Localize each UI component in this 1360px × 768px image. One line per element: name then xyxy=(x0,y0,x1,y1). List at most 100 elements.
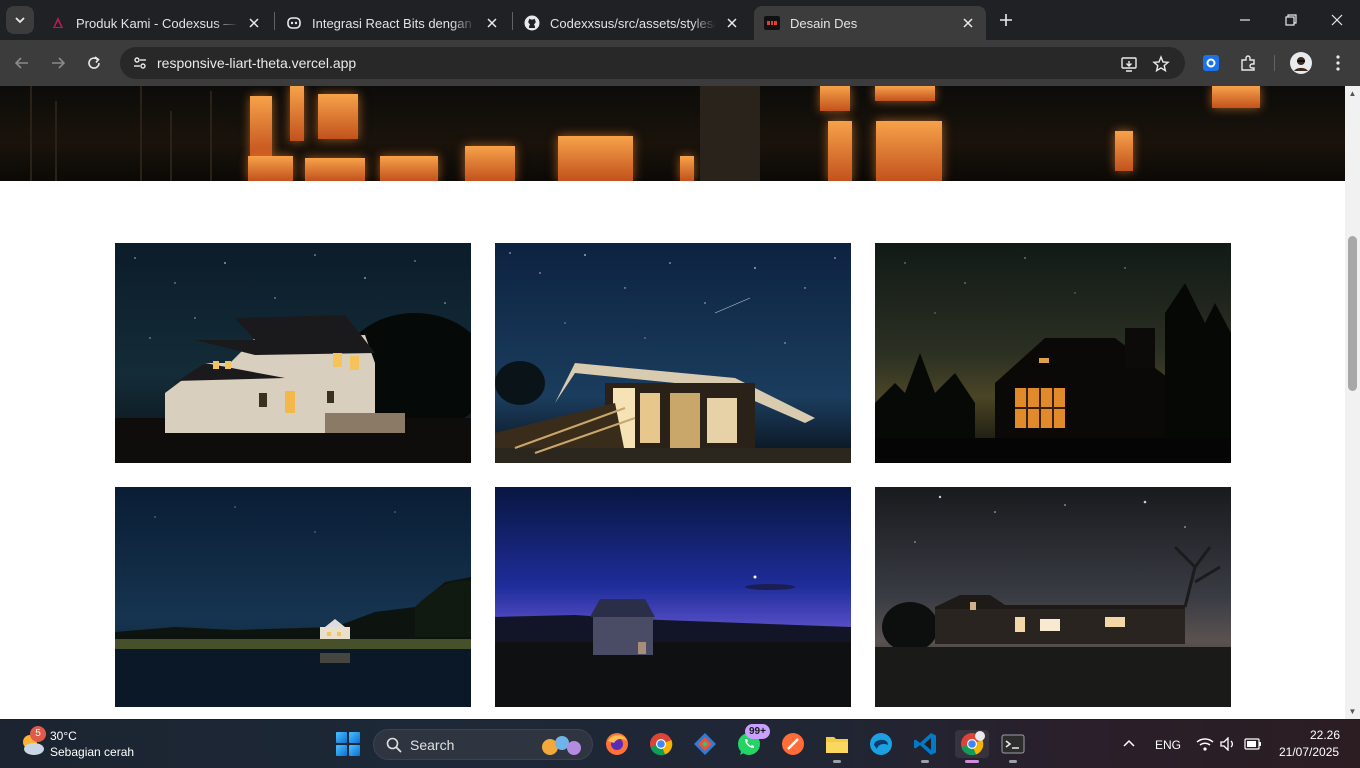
taskbar-terminal[interactable] xyxy=(999,730,1027,763)
windows-taskbar: 5 30°C Sebagian cerah Search 99+ xyxy=(0,720,1360,768)
plus-icon xyxy=(1000,14,1012,26)
windows-logo-icon xyxy=(336,732,347,743)
close-icon[interactable] xyxy=(724,15,740,31)
tab-title: Codexxsus/src/assets/styles/tailwind xyxy=(550,15,716,31)
diamond-app-icon xyxy=(694,733,716,755)
extension-blue-button[interactable] xyxy=(1200,52,1222,74)
gallery-image-barn[interactable] xyxy=(495,487,851,707)
weather-temperature: 30°C xyxy=(50,729,77,743)
chevron-up-icon xyxy=(1123,739,1135,747)
profile-avatar[interactable] xyxy=(1290,52,1312,74)
show-hidden-icons[interactable] xyxy=(1117,730,1141,758)
chrome-menu-button[interactable] xyxy=(1327,52,1349,74)
start-button[interactable] xyxy=(336,732,360,756)
taskbar-edge[interactable] xyxy=(867,730,895,758)
copilot-icon xyxy=(286,15,302,31)
firefox-icon xyxy=(606,733,628,755)
kebab-menu-icon xyxy=(1336,55,1340,71)
tab-title: Produk Kami - Codexsus — Codexsus xyxy=(76,15,238,31)
taskbar-chrome-active[interactable] xyxy=(955,730,989,763)
wifi-status[interactable] xyxy=(1194,730,1216,758)
speaker-icon xyxy=(1220,737,1233,751)
battery-status[interactable] xyxy=(1242,730,1264,758)
taskbar-file-explorer[interactable] xyxy=(823,730,851,763)
taskbar-postman[interactable] xyxy=(779,730,807,758)
forward-button[interactable] xyxy=(44,49,72,77)
codexsus-logo-icon xyxy=(50,15,66,31)
gallery-photo xyxy=(875,243,1231,463)
puzzle-icon xyxy=(1241,55,1255,71)
active-indicator xyxy=(965,760,979,763)
volume-status[interactable] xyxy=(1217,730,1239,758)
gallery-photo xyxy=(495,243,851,463)
scroll-thumb[interactable] xyxy=(1348,236,1357,391)
address-bar[interactable]: responsive-liart-theta.vercel.app xyxy=(120,47,1185,79)
extensions-button[interactable] xyxy=(1237,52,1259,74)
page-viewport xyxy=(0,86,1345,719)
back-button[interactable] xyxy=(8,49,36,77)
toolbar-divider xyxy=(1274,55,1275,71)
restore-button[interactable] xyxy=(1268,0,1314,40)
reload-button[interactable] xyxy=(80,49,108,77)
close-icon[interactable] xyxy=(484,15,500,31)
folder-icon xyxy=(826,737,848,753)
gallery-image-lake-house[interactable] xyxy=(115,487,471,707)
gallery-photo xyxy=(115,487,471,707)
arrow-left-icon xyxy=(14,57,28,69)
weather-description: Sebagian cerah xyxy=(50,745,135,759)
site-settings-icon[interactable] xyxy=(132,55,148,71)
tab-desain-des[interactable]: Desain Des xyxy=(754,6,986,40)
scroll-down-icon[interactable]: ▼ xyxy=(1348,707,1357,716)
scroll-up-icon[interactable]: ▲ xyxy=(1348,89,1357,98)
taskbar-search[interactable]: Search xyxy=(373,729,593,760)
extension-app-icon xyxy=(1203,55,1219,71)
battery-icon xyxy=(1244,738,1261,750)
taskbar-git-client[interactable] xyxy=(691,730,719,758)
taskbar-firefox[interactable] xyxy=(603,730,631,758)
gallery-image-farmhouse[interactable] xyxy=(115,243,471,463)
gallery-image-cabin[interactable] xyxy=(875,243,1231,463)
chrome-icon xyxy=(650,733,673,756)
tab-integrasi-react-bits[interactable]: Integrasi React Bits dengan Astro xyxy=(276,6,510,40)
tab-title: Integrasi React Bits dengan Astro xyxy=(312,15,476,31)
search-label: Search xyxy=(410,737,455,753)
gallery-image-modern-house[interactable] xyxy=(495,243,851,463)
weather-badge: 5 xyxy=(30,726,46,742)
reload-icon xyxy=(88,56,100,69)
taskbar-whatsapp[interactable]: 99+ xyxy=(735,724,770,758)
gallery-image-ranch-house[interactable] xyxy=(875,487,1231,707)
gallery-photo xyxy=(875,487,1231,707)
clock-time[interactable]: 22.26 xyxy=(1310,728,1341,742)
tab-produk-kami[interactable]: Produk Kami - Codexsus — Codexsus xyxy=(40,6,272,40)
tab-separator xyxy=(512,12,513,30)
close-icon[interactable] xyxy=(960,15,976,31)
vscode-icon xyxy=(914,733,936,755)
close-window-button[interactable] xyxy=(1314,0,1360,40)
bookmark-star-icon[interactable] xyxy=(1152,55,1170,73)
page-scrollbar[interactable]: ▲ ▼ xyxy=(1345,86,1360,719)
browser-toolbar: responsive-liart-theta.vercel.app xyxy=(0,40,1360,86)
install-app-icon[interactable] xyxy=(1120,55,1138,73)
site-favicon-icon xyxy=(764,15,780,31)
tab-strip: Produk Kami - Codexsus — Codexsus Integr… xyxy=(0,0,1360,40)
taskbar-vscode[interactable] xyxy=(911,730,939,763)
search-highlight-icon xyxy=(542,736,581,755)
tab-separator xyxy=(274,12,275,30)
new-tab-button[interactable] xyxy=(994,8,1018,32)
url-text[interactable]: responsive-liart-theta.vercel.app xyxy=(157,55,357,71)
gallery-photo xyxy=(495,487,851,707)
minimize-icon xyxy=(1240,19,1250,21)
tab-github-codexxsus[interactable]: Codexxsus/src/assets/styles/tailwind xyxy=(514,6,750,40)
close-icon[interactable] xyxy=(246,15,262,31)
clock-date[interactable]: 21/07/2025 xyxy=(1279,745,1340,759)
tab-search-button[interactable] xyxy=(6,6,34,34)
search-icon xyxy=(386,737,402,753)
minimize-button[interactable] xyxy=(1222,0,1268,40)
language-indicator[interactable]: ENG xyxy=(1155,738,1182,752)
terminal-icon xyxy=(1001,734,1025,754)
taskbar-chrome[interactable] xyxy=(647,730,675,758)
github-icon xyxy=(524,15,540,31)
browser-app-icon xyxy=(870,733,892,755)
weather-widget[interactable]: 5 xyxy=(18,726,46,758)
restore-icon xyxy=(1285,14,1297,26)
